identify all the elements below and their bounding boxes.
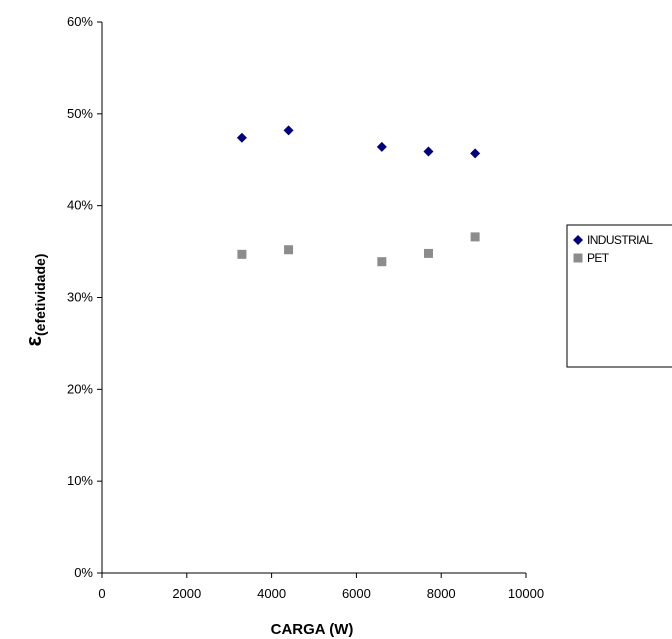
y-axis-title: ε(efetividade)	[21, 254, 48, 347]
legend-label-pet: PET	[587, 251, 610, 265]
y-tick-label: 10%	[67, 473, 93, 488]
legend-box	[566, 224, 672, 368]
industrial-point	[283, 125, 294, 136]
x-tick-label: 8000	[427, 586, 456, 601]
data-markers	[236, 125, 481, 267]
pet-point	[237, 249, 247, 259]
y-tick-label: 30%	[67, 290, 93, 305]
y-tick-label: 40%	[67, 198, 93, 213]
x-axis-title: CARGA (W)	[271, 621, 354, 638]
y-tick-label: 50%	[67, 106, 93, 121]
x-tick-label: 0	[98, 586, 105, 601]
industrial-point	[376, 141, 387, 152]
x-tick-label: 10000	[508, 586, 544, 601]
y-tick-label: 20%	[67, 381, 93, 396]
pet-point	[284, 245, 294, 255]
x-axis-ticks: 0 2000 4000 6000 8000 10000	[98, 573, 544, 601]
pet-point	[377, 257, 387, 267]
pet-point	[423, 248, 433, 258]
industrial-point	[423, 146, 434, 157]
pet-point	[470, 232, 480, 242]
industrial-point	[470, 148, 481, 159]
svg-text:ε(efetividade): ε(efetividade)	[21, 254, 48, 347]
y-axis-title-symbol: ε	[21, 335, 46, 346]
y-axis-ticks: 0% 10% 20% 30% 40% 50% 60%	[67, 14, 102, 580]
x-tick-label: 6000	[342, 586, 371, 601]
y-tick-label: 0%	[74, 565, 93, 580]
y-tick-label: 60%	[67, 14, 93, 29]
legend-label-industrial: INDUSTRIAL	[587, 233, 653, 247]
legend: INDUSTRIAL PET	[566, 224, 672, 368]
legend-marker-pet	[573, 253, 583, 263]
industrial-point	[236, 132, 247, 143]
x-tick-label: 2000	[172, 586, 201, 601]
y-axis-title-subscript: (efetividade)	[32, 254, 48, 336]
legend-marker-industrial	[573, 235, 583, 245]
x-tick-label: 4000	[257, 586, 286, 601]
